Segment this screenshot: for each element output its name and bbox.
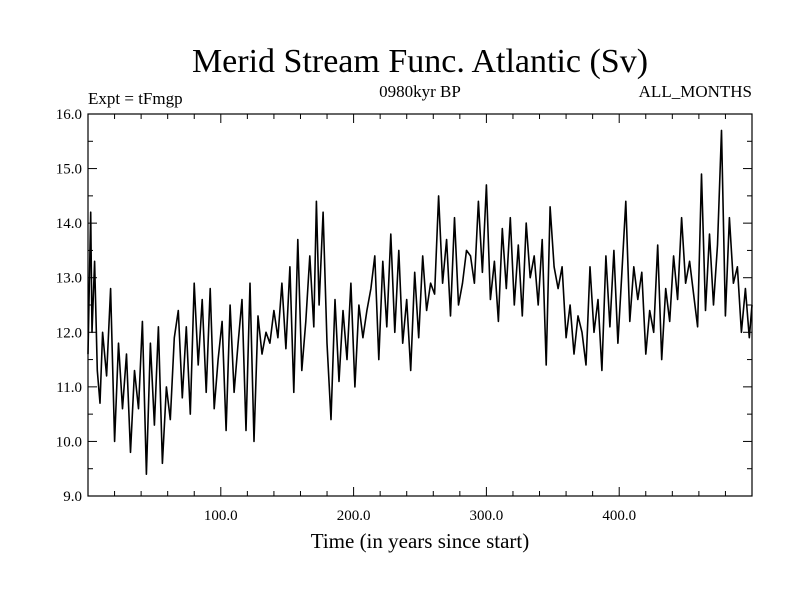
months-label: ALL_MONTHS bbox=[639, 82, 752, 101]
x-tick-label: 400.0 bbox=[602, 508, 636, 524]
x-tick-label: 100.0 bbox=[204, 508, 238, 524]
y-tick-label: 9.0 bbox=[63, 489, 82, 505]
y-axis: 9.0 10.0 11.0 12.0 13.0 14.0 15.0 16.0 bbox=[56, 107, 752, 505]
y-tick-label: 13.0 bbox=[56, 271, 82, 287]
y-tick-label: 10.0 bbox=[56, 434, 82, 450]
period-label: 0980kyr BP bbox=[379, 82, 461, 101]
y-tick-label: 16.0 bbox=[56, 107, 82, 123]
series-line bbox=[87, 129, 753, 476]
y-tick-label: 11.0 bbox=[56, 380, 82, 396]
y-tick-label: 14.0 bbox=[56, 216, 82, 232]
x-tick-label: 200.0 bbox=[337, 508, 371, 524]
x-axis: 100.0 200.0 300.0 400.0 bbox=[114, 114, 726, 524]
series-group bbox=[87, 129, 753, 476]
y-tick-label: 15.0 bbox=[56, 162, 82, 178]
y-tick-label: 12.0 bbox=[56, 325, 82, 341]
chart-title: Merid Stream Func. Atlantic (Sv) bbox=[192, 43, 648, 80]
x-axis-label: Time (in years since start) bbox=[311, 529, 530, 553]
x-tick-label: 300.0 bbox=[470, 508, 504, 524]
experiment-label: Expt = tFmgp bbox=[88, 89, 183, 108]
